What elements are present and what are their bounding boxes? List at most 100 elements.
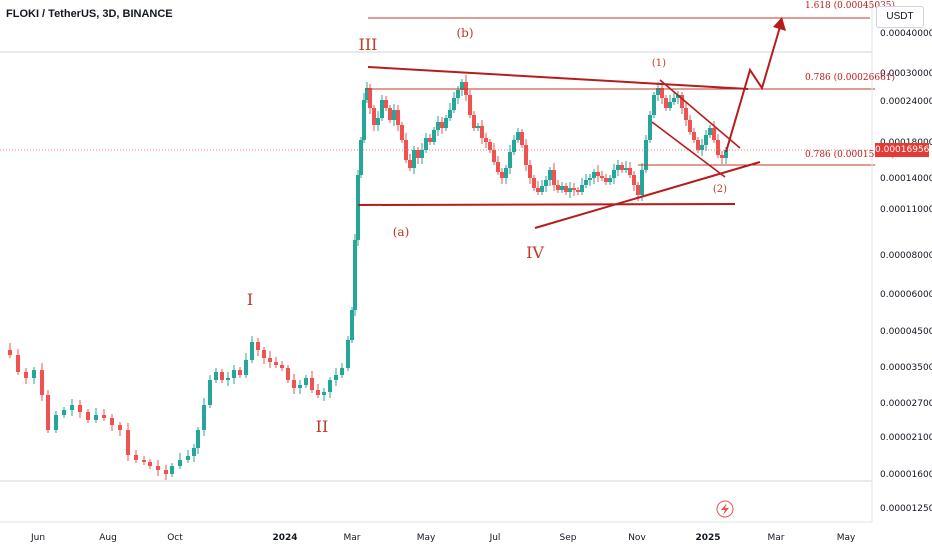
candle [196,427,200,454]
candle [94,408,98,423]
chart-title: FLOKI / TetherUS, 3D, BINANCE [6,8,173,20]
candle [420,143,424,164]
price-tick-label: 0.00040000 [880,29,932,39]
candle [384,96,388,111]
candle [362,93,366,143]
candle [644,135,648,173]
candle [250,336,254,363]
candle [704,130,708,151]
wave-label: (2) [713,184,727,195]
candle [640,163,644,201]
candle [696,137,700,153]
candle [365,82,369,103]
candle [536,181,540,195]
candle [608,175,612,185]
candle [134,450,138,463]
price-tick-label: 0.00030000 [880,69,932,79]
time-tick-label: Aug [99,533,117,543]
triangle-upper-line [367,66,749,90]
candle [524,139,528,171]
candle [408,154,412,171]
candle [540,180,544,195]
candle [380,95,384,121]
candle [292,374,296,394]
time-tick-label: 2025 [695,533,720,543]
candle [220,369,224,383]
wave-label: I [247,290,253,309]
candle [496,156,500,175]
candle [504,165,508,184]
candle [616,160,620,176]
price-tick-label: 0.00002100 [880,433,932,443]
candle [118,422,122,436]
candle [700,139,704,156]
candle [8,343,12,358]
candle [656,82,660,101]
price-tick-label: 0.00003500 [880,363,932,373]
price-tick-label: 0.00001250 [880,504,932,514]
candle [532,175,536,191]
candle [86,409,90,423]
candle [274,357,278,368]
candle [436,116,440,136]
price-tick-label: 0.00002700 [880,399,932,409]
candle [232,365,236,384]
projection-arrowhead [773,17,786,31]
candle [164,465,168,480]
candle [388,105,392,123]
candle [192,444,196,462]
candle [148,459,152,469]
candle [448,103,452,121]
candle [298,380,302,394]
time-tick-label: Jul [489,533,501,543]
candle [372,105,376,131]
candle [492,143,496,165]
wave-labels: 1.618 (0.00045035) 0.786 (0.00026661) 0.78… [247,0,895,518]
candle [102,409,106,421]
currency-badge[interactable]: USDT [876,6,924,28]
lightning-icon[interactable] [716,500,734,518]
candle [684,101,688,126]
candle [576,187,580,195]
wave-label: III [359,35,378,54]
candle [584,174,588,188]
candle [660,83,664,104]
candle [588,174,592,186]
candle [444,115,448,131]
candle [516,128,520,143]
candle [720,151,724,164]
candle [664,95,668,111]
time-tick-label: May [837,533,856,543]
candle [568,182,572,198]
projection-path [725,19,783,153]
candle [556,180,560,193]
candle [156,460,160,476]
candle [520,129,524,148]
chart-grid [0,51,872,482]
candle [476,123,480,131]
candle [32,367,36,384]
fib-level-label: 1.618 (0.00045035) [805,0,895,11]
candle [62,407,66,418]
time-tick-label: Mar [768,533,785,543]
candle [560,182,564,193]
candle [322,388,326,401]
time-tick-label: Sep [560,533,577,543]
candle [54,411,58,433]
time-tick-label: Nov [628,533,646,543]
candle [712,121,716,143]
candle [508,145,512,174]
candle [126,423,130,461]
candle [544,176,548,192]
candle [548,167,552,186]
candle [484,133,488,148]
candle [304,375,308,388]
candle [416,147,420,164]
rising-support-line [534,161,761,229]
candlestick-series [8,75,728,480]
last-price-label: 0.00016956 [875,143,930,157]
candle [346,336,350,371]
candle [78,400,82,418]
candle [186,450,190,463]
